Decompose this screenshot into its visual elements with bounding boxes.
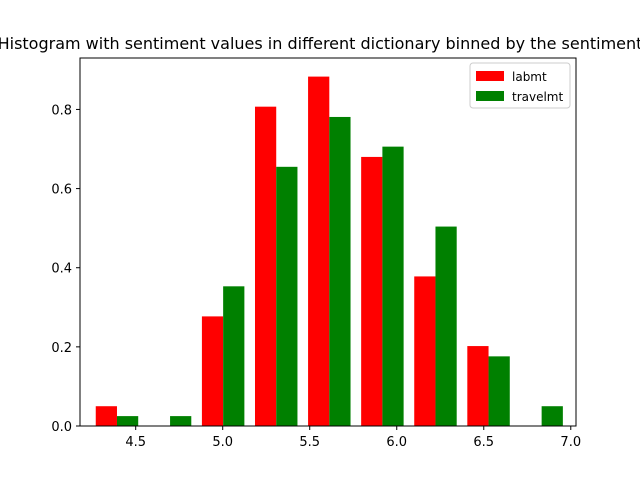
- bar-labmt-6: [414, 276, 436, 426]
- bar-travelmt-3: [276, 166, 298, 426]
- plot-frame: [79, 57, 577, 427]
- bar-travelmt-4: [329, 116, 351, 426]
- y-tick-label: 0.2: [51, 341, 72, 356]
- legend-swatch-travelmt: [476, 91, 504, 101]
- axes-group: 4.5 5.0 5.5 6.0 6.5 7.0 0.0 0.2 0.4 0.6 0.8: [51, 57, 581, 450]
- bar-travelmt-0: [116, 416, 139, 426]
- bar-travelmt-7: [488, 356, 510, 426]
- bar-travelmt-6: [435, 226, 457, 426]
- bar-labmt-5: [361, 156, 383, 426]
- bar-labmt-0: [95, 406, 117, 426]
- bar-travelmt-2: [223, 286, 245, 426]
- x-tick-label: 5.5: [299, 435, 320, 450]
- bar-labmt-2: [201, 316, 224, 426]
- y-tick-label: 0.0: [51, 420, 72, 435]
- legend-label-labmt: labmt: [512, 70, 547, 84]
- x-tick-label: 6.0: [386, 435, 407, 450]
- y-tick-label: 0.4: [51, 262, 72, 277]
- y-tick-label: 0.6: [51, 183, 72, 198]
- y-tick-label: 0.8: [51, 103, 72, 118]
- x-tick-label: 4.5: [125, 435, 146, 450]
- x-tick-label: 7.0: [560, 435, 581, 450]
- bar-travelmt-8: [541, 406, 563, 426]
- bar-labmt-3: [254, 106, 277, 427]
- bar-labmt-7: [467, 346, 489, 426]
- x-tick-label: 5.0: [212, 435, 233, 450]
- legend: labmt travelmt: [469, 62, 571, 109]
- chart-title: Histogram with sentiment values in diffe…: [0, 34, 640, 53]
- legend-label-travelmt: travelmt: [512, 90, 564, 104]
- bars-group: [95, 76, 563, 427]
- bar-travelmt-1: [170, 416, 192, 426]
- x-tick-label: 6.5: [473, 435, 494, 450]
- legend-swatch-labmt: [476, 71, 504, 81]
- bar-travelmt-5: [382, 146, 404, 426]
- bar-labmt-4: [308, 76, 330, 427]
